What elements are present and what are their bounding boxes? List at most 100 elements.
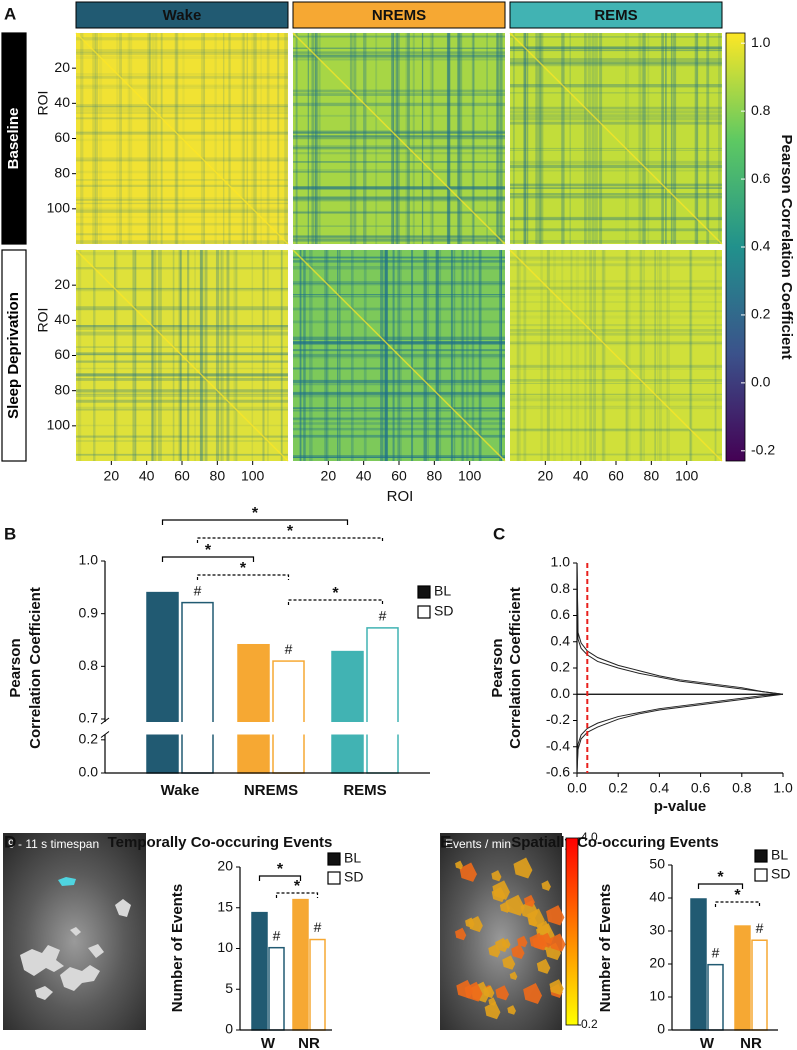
diagonal [75,249,289,462]
x-tick-label: NREMS [244,782,298,799]
column-header [75,1,289,29]
event-blob [483,985,495,999]
chart-title: Spatially Co-occuring Events [511,834,719,851]
bar [181,601,214,774]
x-tick-label: 0.4 [650,780,670,796]
event-blobs [455,857,566,1020]
y-tick-label: 0.4 [551,632,571,648]
panel-label: D [4,832,16,851]
x-tick-label: 100 [458,468,482,484]
y-tick-label: 60 [54,129,70,145]
y-tick-label: 100 [47,417,71,433]
event-blob [549,933,566,952]
event-blob [505,894,525,916]
heatmap-texture [75,32,289,245]
event-blob [484,1001,501,1020]
heatmap-texture [75,249,289,462]
bar [309,938,326,1031]
bar [146,591,179,774]
y-tick-label: 40 [54,311,70,327]
y-axis-label: Number of Events [169,884,186,1012]
significance-flag: # [194,582,202,598]
panel-label: B [4,524,16,543]
y-tick-label: 0.7 [79,710,99,726]
co-occurring-event [58,877,76,886]
event-blob [523,982,543,1004]
column-header [292,1,506,29]
significance-bracket [287,599,384,605]
legend-label: SD [344,869,363,885]
y-tick-label: -0.6 [546,764,570,780]
event-blob [507,1005,516,1015]
bar [366,627,399,774]
significance-bracket [714,901,761,907]
y-tick-label: 1.0 [79,552,99,568]
y-axis-label: ROI [35,91,51,116]
panel-label: C [493,524,505,543]
legend-swatch [417,605,431,619]
legend-swatch [754,849,768,863]
chart-title: Temporally Co-occuring Events [108,834,333,851]
y-tick-label: 0.9 [79,604,99,620]
event-blob [523,894,535,907]
significance-flag: # [285,641,293,657]
heatmap-texture [292,32,506,245]
y-tick-label: 20 [649,955,665,971]
y-tick-label: 40 [649,889,665,905]
event-blob [536,958,551,974]
bar [690,898,707,1031]
colorbar-tick-label: 0.8 [751,102,771,118]
event-blob [459,862,477,882]
event-blob [495,985,510,1001]
bar [272,660,305,774]
x-tick-label: 100 [241,468,265,484]
curve [576,693,784,774]
event-blob [529,932,545,950]
x-tick-label: 20 [321,468,337,484]
diagonal [509,32,723,245]
x-tick-label: 60 [391,468,407,484]
bar [292,898,309,1031]
bar [251,911,268,1031]
break-mark [100,717,110,725]
row-header-label: Baseline [5,108,22,170]
significance-bracket [258,875,302,881]
curve [576,693,784,774]
x-axis-label: p-value [654,798,707,815]
y-tick-label: 0.2 [79,731,99,747]
legend-label: BL [434,583,451,599]
y-axis-label: Pearson [7,638,24,697]
event-blob [465,917,475,929]
y-axis-label: Number of Events [597,884,614,1012]
significance-label: * [205,542,212,559]
panel-label: E [440,832,451,851]
significance-flag: # [379,608,387,624]
significance-bracket [161,556,255,562]
y-tick-label: 1.0 [551,554,571,570]
x-tick-label: 1.0 [773,780,793,796]
y-axis-label: ROI [35,308,51,333]
y-tick-label: 0.2 [551,659,571,675]
significance-label: * [734,887,741,904]
colorbar [565,837,579,1026]
y-axis-label: Correlation Coefficient [507,587,524,749]
x-tick-label: 40 [356,468,372,484]
colorbar-tick-label: 1.0 [751,34,771,50]
bar [268,946,285,1031]
y-axis-label: Pearson [489,638,506,697]
colorbar-tick-label: 0.0 [751,374,771,390]
colorbar-tick-label: -0.2 [751,442,775,458]
legend-swatch [327,871,341,885]
row-header [1,249,27,462]
significance-flag: # [756,920,764,936]
significance-label: * [332,585,339,602]
y-tick-label: 50 [649,856,665,872]
y-tick-label: 0 [225,1021,233,1037]
event-blob [546,905,565,926]
x-tick-label: Wake [161,782,200,799]
x-axis-label: ROI [387,488,414,505]
event-blob [541,880,551,891]
colorbar-tick-label: 0.2 [751,306,771,322]
x-tick-label: REMS [343,782,386,799]
y-tick-label: 40 [54,94,70,110]
